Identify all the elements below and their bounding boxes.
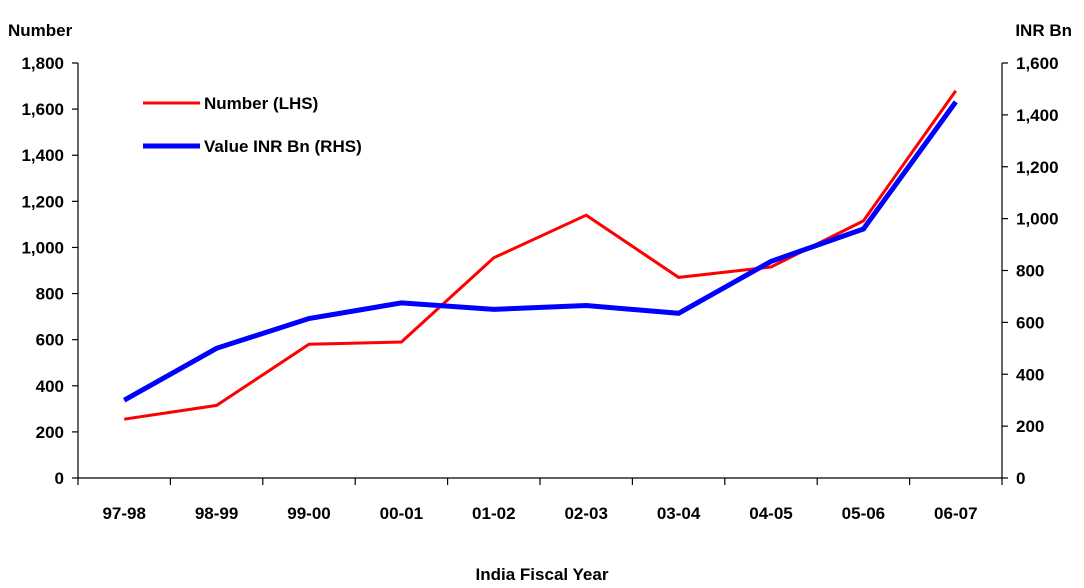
left-y-tick-label: 800 [36,285,64,304]
left-y-tick-label: 400 [36,377,64,396]
x-tick-label: 05-06 [842,504,885,523]
series-lines [122,89,958,421]
legend-label-1: Number (LHS) [204,94,318,113]
right-y-tick-label: 1,000 [1016,210,1059,229]
x-tick-label: 03-04 [657,504,701,523]
right-y-tick-label: 0 [1016,469,1025,488]
legend: Number (LHS) Value INR Bn (RHS) [143,94,362,156]
legend-label-2: Value INR Bn (RHS) [204,137,362,156]
axes: 02004006008001,0001,2001,4001,6001,80002… [21,54,1058,523]
left-y-tick-label: 200 [36,423,64,442]
left-axis-title: Number [8,21,73,40]
x-tick-label: 98-99 [195,504,238,523]
left-y-tick-label: 1,800 [21,54,64,73]
x-tick-label: 04-05 [749,504,792,523]
left-y-tick-label: 1,400 [21,146,64,165]
x-axis-title: India Fiscal Year [476,565,609,584]
x-tick-label: 97-98 [102,504,145,523]
right-y-tick-label: 600 [1016,313,1044,332]
right-axis-title: INR Bn [1015,21,1072,40]
series-line-2 [122,100,958,403]
right-y-tick-label: 1,400 [1016,106,1059,125]
left-y-tick-label: 1,600 [21,100,64,119]
right-y-tick-label: 1,600 [1016,54,1059,73]
left-y-tick-label: 600 [36,331,64,350]
x-tick-label: 06-07 [934,504,977,523]
x-tick-label: 99-00 [287,504,330,523]
right-y-tick-label: 1,200 [1016,158,1059,177]
x-tick-label: 00-01 [380,504,423,523]
left-y-tick-label: 0 [55,469,64,488]
right-y-tick-label: 800 [1016,262,1044,281]
x-tick-label: 01-02 [472,504,515,523]
left-y-tick-label: 1,200 [21,192,64,211]
right-y-tick-label: 200 [1016,417,1044,436]
left-y-tick-label: 1,000 [21,238,64,257]
x-tick-label: 02-03 [564,504,607,523]
right-y-tick-label: 400 [1016,365,1044,384]
